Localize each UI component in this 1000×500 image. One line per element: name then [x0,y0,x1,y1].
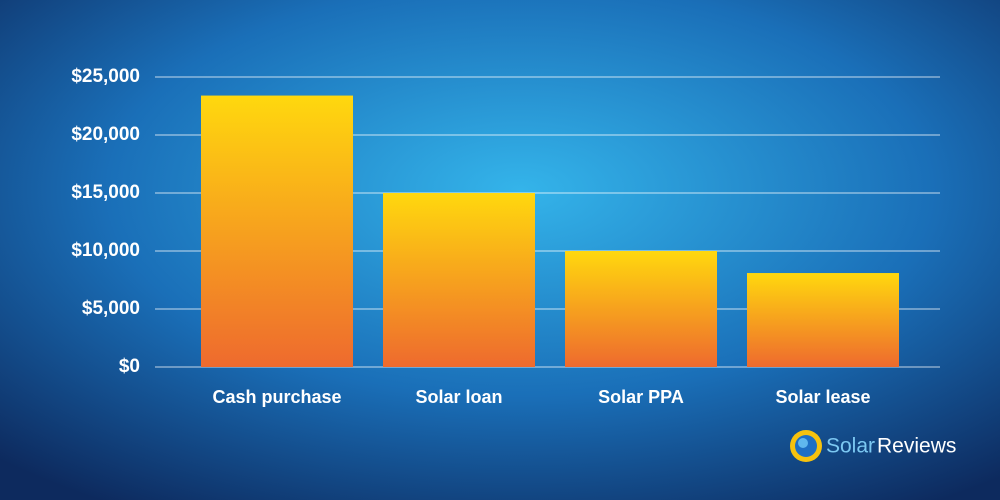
y-tick-label: $5,000 [82,298,140,319]
logo-icon [790,430,822,462]
logo-text: Reviews [877,435,956,458]
y-tick-label: $10,000 [71,240,140,261]
x-tick-label: Cash purchase [212,387,341,407]
y-tick-label: $15,000 [71,182,140,203]
bar [201,95,353,367]
bar [383,193,535,367]
y-tick-label: $0 [119,356,140,377]
y-tick-label: $20,000 [71,124,140,145]
logo-text: Solar [826,435,875,458]
x-tick-label: Solar PPA [598,387,684,407]
bar [565,251,717,367]
x-tick-label: Solar loan [415,387,502,407]
bar [747,273,899,367]
y-tick-label: $25,000 [71,66,140,87]
x-tick-label: Solar lease [775,387,870,407]
